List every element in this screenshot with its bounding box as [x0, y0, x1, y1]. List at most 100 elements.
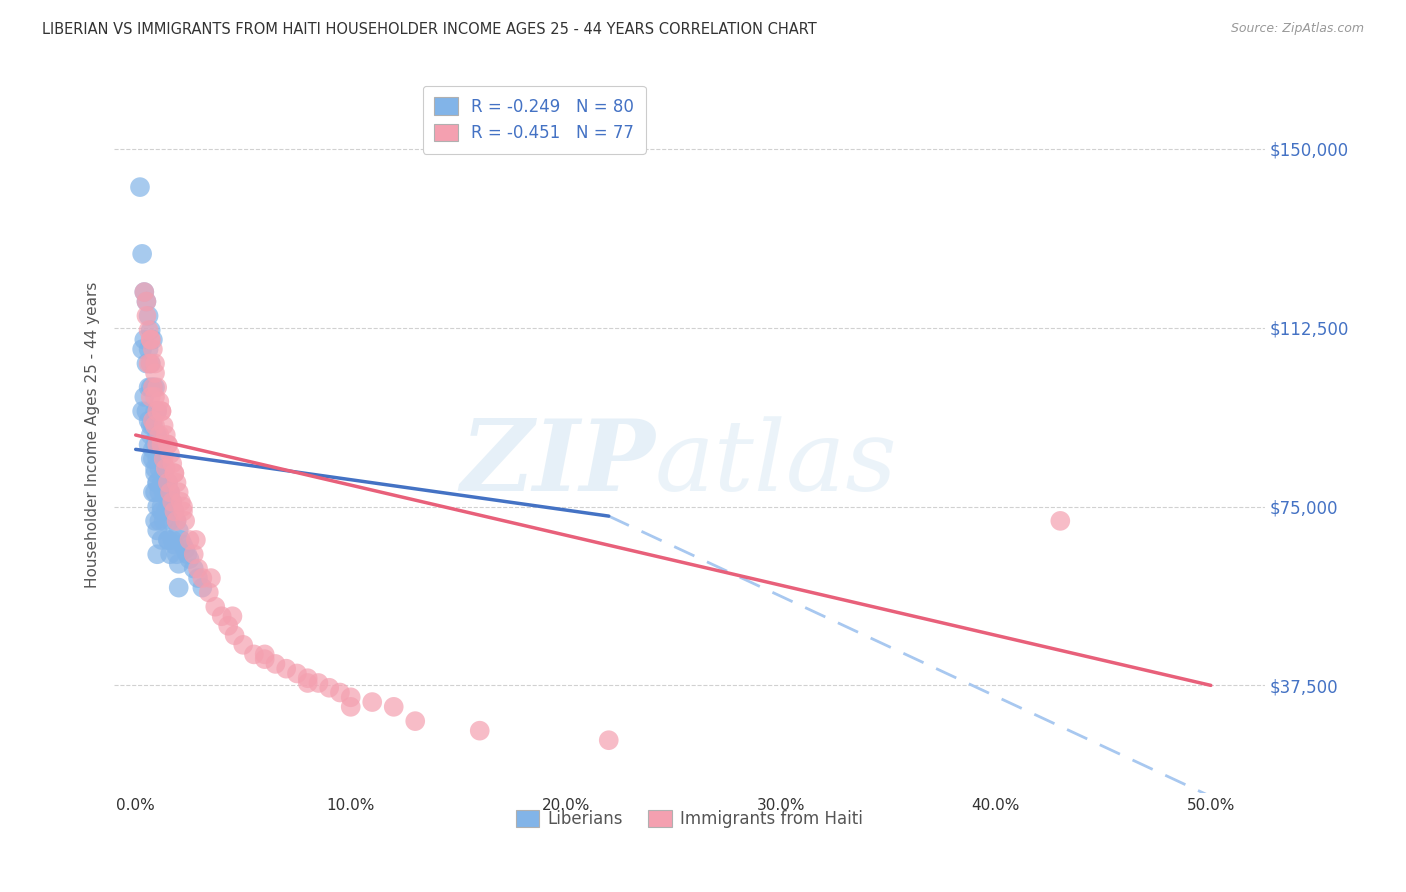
Point: [143, 466, 166, 480]
Point: [183, 561, 205, 575]
Point: [134, 333, 156, 347]
Text: LIBERIAN VS IMMIGRANTS FROM HAITI HOUSEHOLDER INCOME AGES 25 - 44 YEARS CORRELAT: LIBERIAN VS IMMIGRANTS FROM HAITI HOUSEH…: [42, 22, 817, 37]
Point: [152, 485, 174, 500]
Point: [143, 418, 166, 433]
Point: [163, 538, 186, 552]
Point: [156, 500, 179, 514]
Point: [159, 514, 181, 528]
Point: [184, 533, 207, 547]
Point: [159, 485, 181, 500]
Point: [139, 333, 162, 347]
Point: [135, 357, 157, 371]
Point: [159, 447, 181, 461]
Point: [167, 557, 190, 571]
Point: [138, 323, 160, 337]
Point: [179, 552, 201, 566]
Point: [172, 504, 194, 518]
Point: [155, 504, 177, 518]
Point: [382, 699, 405, 714]
Point: [135, 309, 157, 323]
Point: [142, 333, 165, 347]
Point: [138, 343, 160, 357]
Point: [135, 294, 157, 309]
Point: [156, 533, 179, 547]
Point: [138, 437, 160, 451]
Point: [150, 404, 173, 418]
Point: [139, 390, 162, 404]
Point: [191, 581, 214, 595]
Point: [138, 357, 160, 371]
Point: [297, 676, 319, 690]
Point: [176, 547, 198, 561]
Point: [179, 533, 201, 547]
Point: [174, 514, 197, 528]
Point: [138, 380, 160, 394]
Point: [162, 457, 184, 471]
Point: [361, 695, 384, 709]
Point: [143, 437, 166, 451]
Point: [162, 533, 184, 547]
Point: [139, 357, 162, 371]
Point: [167, 581, 190, 595]
Y-axis label: Householder Income Ages 25 - 44 years: Householder Income Ages 25 - 44 years: [86, 282, 100, 588]
Point: [146, 475, 169, 490]
Point: [152, 451, 174, 466]
Point: [264, 657, 287, 671]
Point: [318, 681, 340, 695]
Point: [150, 500, 173, 514]
Point: [1049, 514, 1071, 528]
Point: [139, 357, 162, 371]
Point: [142, 343, 165, 357]
Point: [138, 309, 160, 323]
Point: [150, 451, 173, 466]
Point: [146, 547, 169, 561]
Text: ZIP: ZIP: [460, 416, 655, 512]
Point: [148, 461, 170, 475]
Point: [139, 418, 162, 433]
Text: atlas: atlas: [655, 416, 897, 511]
Point: [129, 180, 152, 194]
Point: [152, 466, 174, 480]
Point: [174, 542, 197, 557]
Point: [142, 485, 165, 500]
Legend: Liberians, Immigrants from Haiti: Liberians, Immigrants from Haiti: [509, 803, 869, 834]
Point: [139, 333, 162, 347]
Text: Source: ZipAtlas.com: Source: ZipAtlas.com: [1230, 22, 1364, 36]
Point: [139, 428, 162, 442]
Point: [159, 485, 181, 500]
Point: [131, 404, 153, 418]
Point: [150, 437, 173, 451]
Point: [191, 571, 214, 585]
Point: [163, 466, 186, 480]
Point: [146, 437, 169, 451]
Point: [146, 404, 169, 418]
Point: [221, 609, 243, 624]
Point: [156, 533, 179, 547]
Point: [143, 404, 166, 418]
Point: [156, 437, 179, 451]
Point: [232, 638, 254, 652]
Point: [146, 524, 169, 538]
Point: [134, 285, 156, 299]
Point: [155, 461, 177, 475]
Point: [172, 538, 194, 552]
Point: [146, 428, 169, 442]
Point: [162, 495, 184, 509]
Point: [150, 504, 173, 518]
Point: [253, 652, 276, 666]
Point: [339, 699, 361, 714]
Point: [150, 404, 173, 418]
Point: [217, 619, 239, 633]
Point: [155, 428, 177, 442]
Point: [163, 504, 186, 518]
Point: [150, 533, 173, 547]
Point: [187, 571, 209, 585]
Point: [135, 404, 157, 418]
Point: [143, 485, 166, 500]
Point: [183, 547, 205, 561]
Point: [243, 648, 266, 662]
Point: [166, 514, 188, 528]
Point: [162, 495, 184, 509]
Point: [198, 585, 221, 599]
Point: [598, 733, 620, 747]
